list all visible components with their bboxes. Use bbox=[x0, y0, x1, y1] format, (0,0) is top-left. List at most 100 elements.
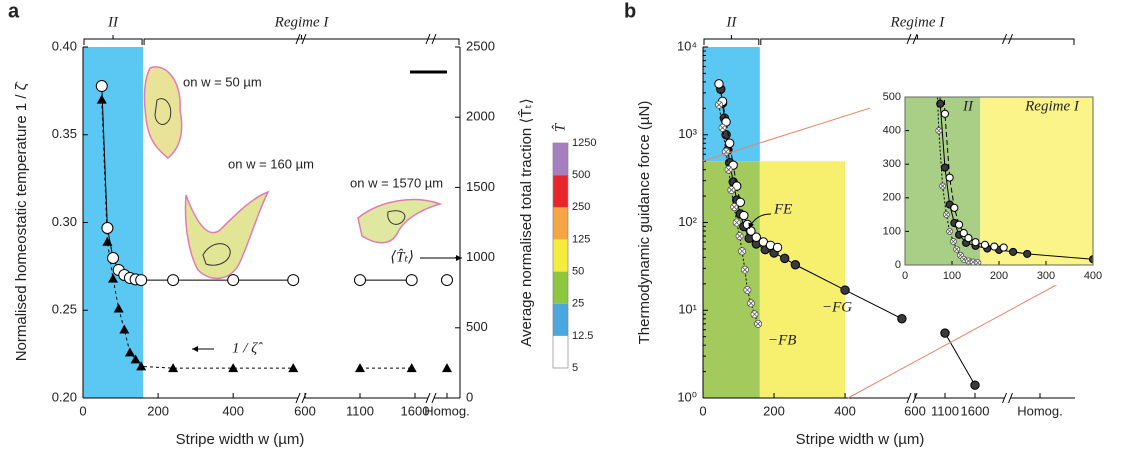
marker bbox=[740, 211, 748, 219]
marker bbox=[1024, 250, 1031, 257]
inset-x-tick-label: 300 bbox=[1037, 270, 1055, 282]
regime-label: II bbox=[107, 14, 119, 30]
marker bbox=[947, 228, 953, 234]
x-axis-label: Stripe width w (µm) bbox=[796, 431, 925, 448]
marker bbox=[744, 286, 751, 293]
y2-axis-label: Average normalised total traction ⟨T̂ₜ⟩ bbox=[517, 98, 534, 346]
inset-region bbox=[980, 97, 1093, 265]
marker bbox=[96, 81, 107, 92]
marker bbox=[1000, 244, 1007, 251]
marker bbox=[955, 221, 962, 228]
marker bbox=[780, 254, 788, 262]
y2-tick-label: 2000 bbox=[466, 109, 495, 124]
y-axis-label: Thermodynamic guidance force (µN) bbox=[636, 101, 653, 345]
page: {"chart_data": [ {"type": "line", "panel… bbox=[0, 0, 1131, 460]
inset-regime-label: II bbox=[962, 98, 974, 114]
legend-label: 1 / ζ̂ bbox=[232, 340, 263, 356]
marker bbox=[940, 183, 946, 189]
marker bbox=[941, 110, 948, 117]
y-tick-label: 0.35 bbox=[52, 126, 77, 141]
regime-label: Regime I bbox=[274, 14, 330, 30]
cell-image bbox=[145, 67, 182, 158]
colorbar-band bbox=[553, 336, 568, 368]
panel-label: b bbox=[624, 0, 636, 22]
regime-bracket bbox=[84, 35, 142, 45]
marker bbox=[228, 275, 239, 286]
marker bbox=[751, 311, 758, 318]
y2-tick-label: 0 bbox=[466, 389, 473, 404]
colorbar-band bbox=[553, 143, 568, 175]
inset-y-tick-label: 200 bbox=[883, 192, 901, 204]
inset-y-tick-label: 300 bbox=[883, 158, 901, 170]
colorbar-label: 250 bbox=[572, 201, 590, 213]
annotation: on w = 1570 µm bbox=[350, 175, 443, 190]
x-tick-label: 1600 bbox=[961, 403, 990, 418]
series-line bbox=[945, 333, 975, 385]
regime-bracket bbox=[144, 35, 459, 45]
x-tick-label: 400 bbox=[222, 403, 244, 418]
y-tick-label: 10³ bbox=[678, 126, 697, 141]
marker bbox=[773, 243, 781, 251]
inset-y-tick-label: 100 bbox=[883, 225, 901, 237]
colorbar-band bbox=[553, 207, 568, 239]
colorbar-title: T̂ bbox=[552, 122, 568, 132]
panel-label: a bbox=[8, 0, 20, 22]
marker bbox=[951, 204, 958, 211]
marker bbox=[941, 164, 948, 171]
inset-x-tick-label: 100 bbox=[943, 270, 961, 282]
inset-x-tick-label: 0 bbox=[902, 270, 908, 282]
marker bbox=[725, 139, 733, 147]
y2-tick-label: 2500 bbox=[466, 38, 495, 53]
marker bbox=[108, 253, 119, 264]
regime-bracket bbox=[761, 35, 1074, 45]
cell-image bbox=[186, 192, 269, 278]
x-tick-label: 200 bbox=[147, 403, 169, 418]
marker bbox=[736, 232, 743, 239]
marker bbox=[791, 261, 799, 269]
marker bbox=[442, 363, 452, 372]
marker bbox=[950, 238, 956, 244]
x-tick-label: 600 bbox=[904, 403, 926, 418]
y-tick-label: 0.40 bbox=[52, 38, 77, 53]
marker bbox=[719, 124, 726, 131]
annotation: on w = 160 µm bbox=[228, 156, 314, 171]
x-axis-label: Stripe width w (µm) bbox=[176, 431, 305, 448]
colorbar-label: 125 bbox=[572, 233, 590, 245]
marker bbox=[741, 266, 748, 273]
marker bbox=[954, 246, 960, 252]
region bbox=[83, 47, 143, 398]
y-tick-label: 10⁴ bbox=[677, 38, 697, 53]
marker bbox=[1010, 248, 1017, 255]
x-tick-label: 600 bbox=[294, 403, 316, 418]
marker bbox=[442, 275, 453, 286]
annotation: on w = 50 µm bbox=[183, 74, 262, 89]
inset-regime-label: Regime I bbox=[1024, 98, 1080, 114]
inset-y-tick-label: 500 bbox=[883, 91, 901, 103]
y2-tick-label: 1500 bbox=[466, 179, 495, 194]
marker bbox=[941, 329, 949, 337]
colorbar-label: 50 bbox=[572, 265, 584, 277]
regime-bracket bbox=[704, 35, 759, 45]
marker bbox=[981, 241, 988, 248]
colorbar-band bbox=[553, 175, 568, 207]
marker bbox=[355, 275, 366, 286]
colorbar-label: 25 bbox=[572, 298, 584, 310]
colorbar-band bbox=[553, 239, 568, 271]
marker bbox=[102, 222, 113, 233]
x-tick-label: 0 bbox=[699, 403, 706, 418]
x-tick-label: 1100 bbox=[931, 403, 959, 418]
regime-label: Regime I bbox=[890, 14, 946, 30]
colorbar-band bbox=[553, 272, 568, 304]
legend-label: ⟨T̂ₜ⟩ bbox=[390, 249, 414, 265]
colorbar-band bbox=[553, 304, 568, 336]
marker bbox=[841, 286, 849, 294]
colorbar-label: 12.5 bbox=[572, 330, 593, 342]
x-tick-label: 400 bbox=[834, 403, 856, 418]
inset-x-tick-label: 400 bbox=[1084, 270, 1102, 282]
legend-label: −FG bbox=[822, 299, 852, 315]
marker bbox=[946, 174, 953, 181]
marker bbox=[965, 235, 972, 242]
marker bbox=[715, 101, 722, 108]
inset-y-tick-label: 0 bbox=[895, 259, 901, 271]
marker bbox=[731, 203, 738, 210]
